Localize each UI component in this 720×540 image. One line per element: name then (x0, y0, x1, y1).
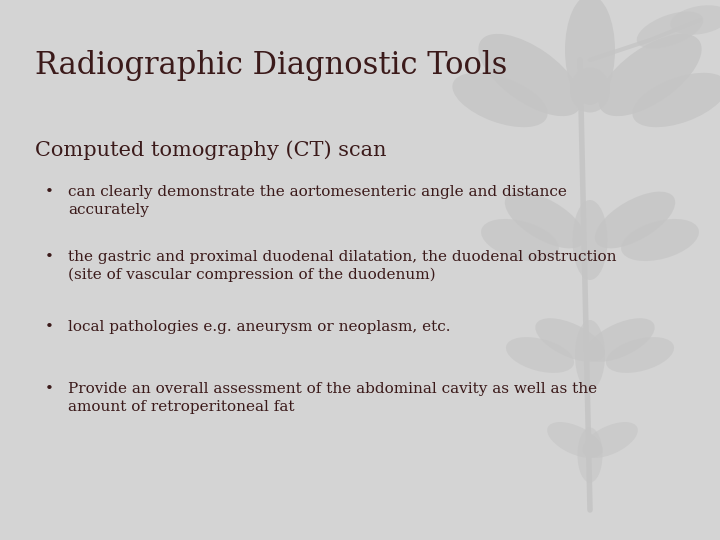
Ellipse shape (636, 11, 703, 49)
Ellipse shape (585, 318, 654, 362)
Ellipse shape (598, 34, 701, 116)
Ellipse shape (505, 192, 585, 248)
Ellipse shape (621, 219, 699, 261)
Ellipse shape (575, 320, 605, 390)
Ellipse shape (535, 318, 605, 362)
Text: Computed tomography (CT) scan: Computed tomography (CT) scan (35, 140, 387, 160)
Ellipse shape (632, 73, 720, 127)
Ellipse shape (670, 5, 720, 35)
Ellipse shape (506, 337, 574, 373)
Ellipse shape (577, 428, 603, 483)
Text: •: • (45, 320, 54, 334)
Ellipse shape (595, 192, 675, 248)
Text: •: • (45, 185, 54, 199)
Text: Provide an overall assessment of the abdominal cavity as well as the
amount of r: Provide an overall assessment of the abd… (68, 382, 597, 414)
Ellipse shape (481, 219, 559, 261)
Ellipse shape (452, 73, 548, 127)
Text: local pathologies e.g. aneurysm or neoplasm, etc.: local pathologies e.g. aneurysm or neopl… (68, 320, 451, 334)
Ellipse shape (606, 337, 674, 373)
Ellipse shape (478, 34, 582, 116)
Text: Radiographic Diagnostic Tools: Radiographic Diagnostic Tools (35, 50, 508, 81)
Text: can clearly demonstrate the aortomesenteric angle and distance
accurately: can clearly demonstrate the aortomesente… (68, 185, 567, 217)
Ellipse shape (572, 200, 608, 280)
Ellipse shape (582, 422, 638, 458)
Text: •: • (45, 250, 54, 264)
Ellipse shape (547, 422, 603, 458)
Text: the gastric and proximal duodenal dilatation, the duodenal obstruction
(site of : the gastric and proximal duodenal dilata… (68, 250, 616, 282)
Ellipse shape (570, 68, 610, 112)
Ellipse shape (565, 0, 615, 105)
Text: •: • (45, 382, 54, 396)
